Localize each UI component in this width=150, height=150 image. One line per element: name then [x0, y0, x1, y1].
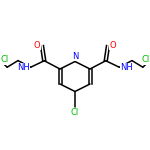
Text: NH: NH [120, 63, 133, 72]
Text: Cl: Cl [141, 56, 149, 64]
Text: NH: NH [17, 63, 30, 72]
Text: Cl: Cl [1, 56, 9, 64]
Text: O: O [110, 40, 116, 50]
Text: O: O [34, 40, 40, 50]
Text: Cl: Cl [71, 108, 79, 117]
Text: N: N [72, 52, 78, 61]
